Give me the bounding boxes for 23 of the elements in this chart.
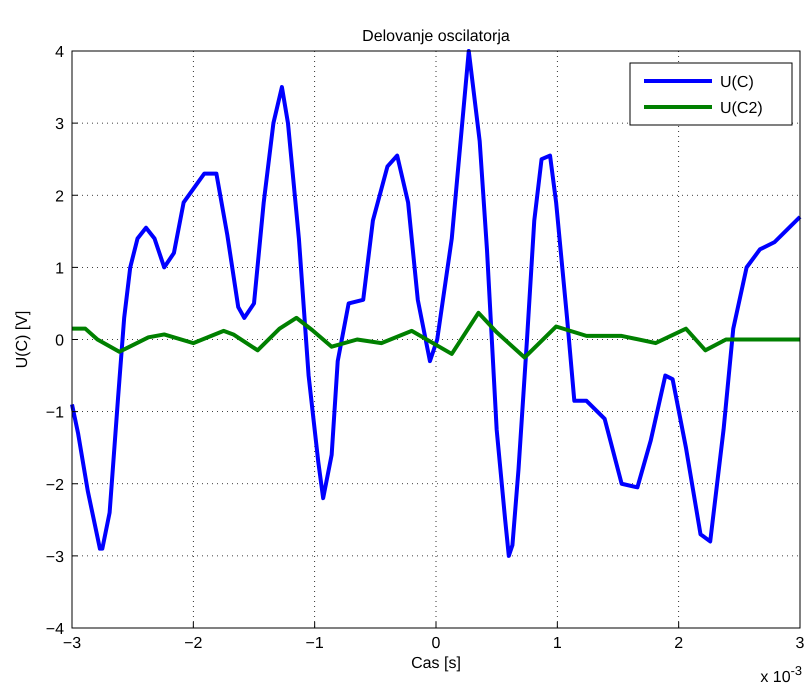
y-tick-label: 4 [55, 44, 64, 61]
y-tick-label: 2 [55, 188, 64, 206]
x-tick-label: −1 [306, 635, 324, 652]
x-axis-title: Cas [s] [411, 655, 461, 672]
line-series [70, 49, 802, 558]
text: x 10$^{-3}$ [760, 662, 802, 686]
legend-label: U(C2) [720, 100, 763, 117]
y-tick-label: −4 [46, 621, 64, 638]
x-tick-label: 0 [432, 635, 441, 652]
legend-label: U(C) [720, 74, 754, 91]
y-tick-label: 1 [55, 260, 64, 278]
y-tick-label: −2 [46, 476, 64, 494]
x-tick-label: −2 [184, 635, 203, 652]
y-tick-label: 0 [55, 332, 64, 350]
chart-title: Delovanje oscilatorja [362, 28, 510, 45]
y-tick-label: 3 [55, 116, 64, 134]
y-tick-label: −1 [46, 404, 64, 422]
x-tick-label: 1 [552, 635, 562, 652]
x-tick-label: 3 [796, 635, 805, 652]
y-axis-title: U(C) [V] [14, 310, 31, 368]
x-tick-label: 2 [674, 635, 684, 652]
line-series [70, 310, 802, 360]
y-tick-label: −3 [46, 548, 64, 566]
